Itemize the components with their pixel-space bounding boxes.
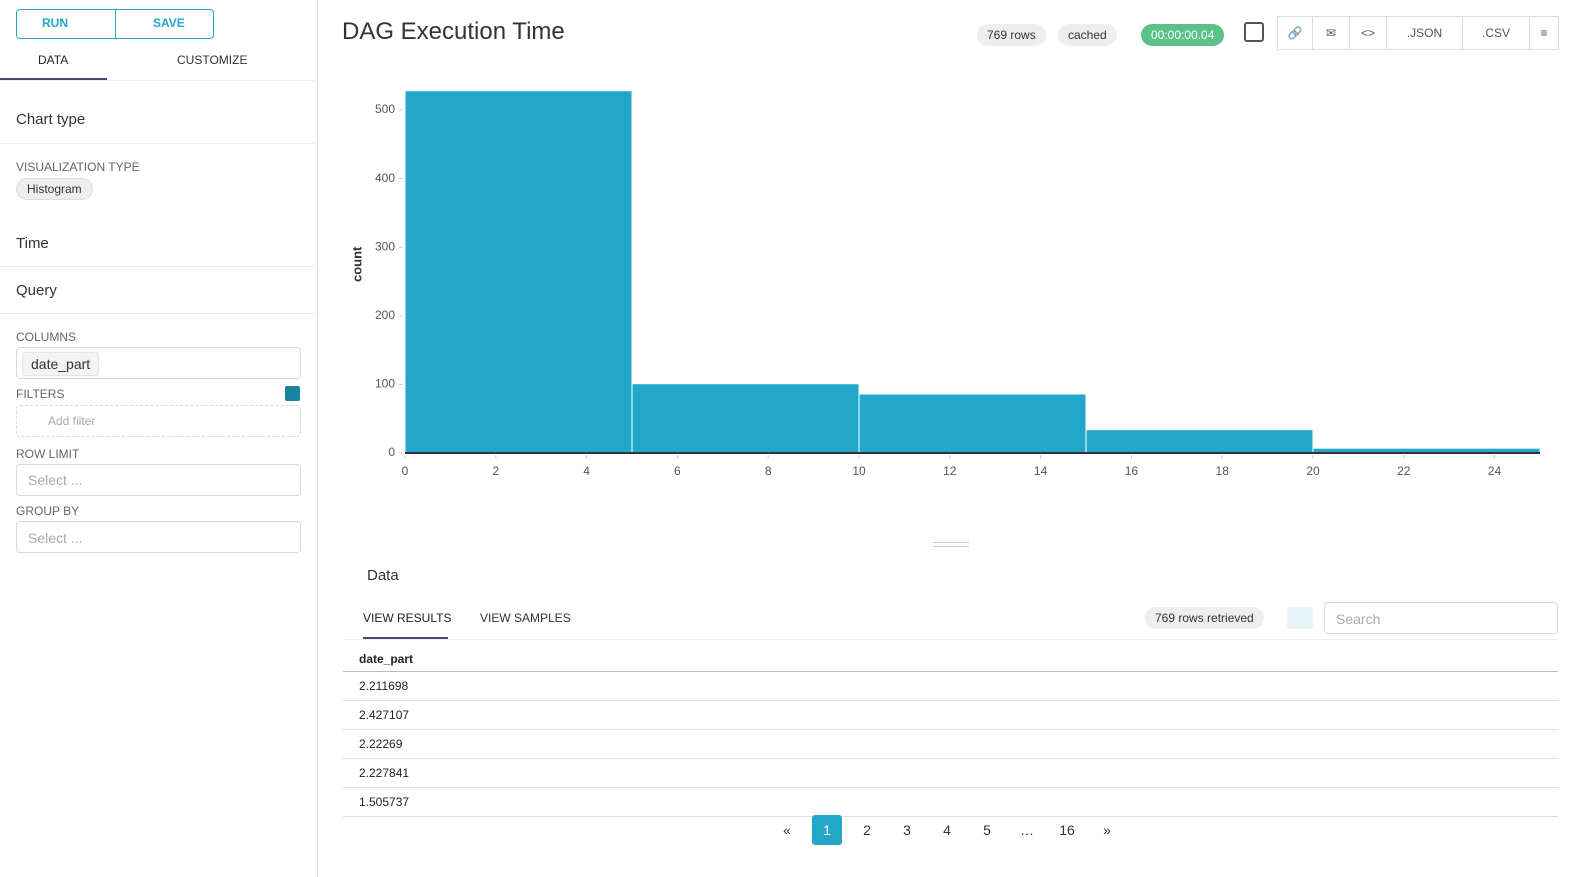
table-cell: 1.505737 (359, 795, 410, 809)
duration: 00:00:00.04 (1141, 24, 1225, 46)
table-row: 2.211698 (343, 672, 1558, 701)
page-link[interactable]: 16 (1059, 822, 1075, 838)
page-link[interactable]: 4 (943, 822, 951, 838)
x-tick-label: 12 (943, 464, 957, 478)
divider (343, 639, 1558, 640)
page-link[interactable]: « (783, 822, 791, 838)
section-title[interactable]: Time (16, 235, 49, 252)
field-label: FILTERS (16, 387, 65, 401)
page-link[interactable]: 2 (863, 822, 871, 838)
placeholder: Select ... (28, 530, 83, 546)
tab-indicator (363, 637, 448, 639)
bar (631, 383, 860, 454)
bar (404, 90, 633, 454)
table-cell: 2.211698 (359, 679, 409, 693)
field-label: COLUMNS (16, 330, 77, 344)
viz-type[interactable]: Histogram (16, 178, 93, 200)
select[interactable] (16, 347, 301, 379)
select[interactable] (16, 521, 301, 553)
divider (0, 313, 317, 314)
run-button[interactable]: RUN (42, 16, 68, 30)
page-link[interactable]: 3 (903, 822, 911, 838)
x-tick-label: 0 (402, 464, 409, 478)
table-row: 2.22269 (343, 730, 1558, 759)
y-tick-label: 500 (375, 102, 395, 116)
placeholder: Select ... (28, 472, 83, 488)
x-tick-label: 18 (1216, 464, 1230, 478)
panel-title[interactable]: Data (367, 567, 399, 584)
json-button[interactable]: .JSON (1386, 16, 1463, 50)
menu-button[interactable]: ≡ (1529, 16, 1559, 50)
tab[interactable]: VIEW RESULTS (363, 611, 452, 625)
x-tick-label: 6 (674, 464, 681, 478)
field-label: GROUP BY (16, 504, 80, 518)
column-header[interactable]: date_part (359, 652, 414, 666)
tab[interactable]: CUSTOMIZE (177, 53, 248, 67)
pagination: « 1 2 3 4 5 … 16 » (772, 815, 1122, 845)
email-button[interactable]: ✉ (1312, 16, 1350, 50)
placeholder: Search (1336, 611, 1381, 627)
divider (343, 671, 1558, 672)
divider (0, 143, 317, 144)
table-body: 2.211698 2.427107 2.22269 2.227841 1.505737 (343, 672, 1558, 817)
table-row: 1.505737 (343, 788, 1558, 817)
bar (858, 393, 1087, 454)
y-tick-label: 400 (375, 171, 395, 185)
page-link[interactable]: 5 (983, 822, 991, 838)
y-tick-label: 300 (375, 239, 395, 253)
page-link[interactable]: 1 (812, 815, 842, 845)
section-title[interactable]: Query (16, 282, 57, 299)
x-tick-label: 24 (1488, 464, 1502, 478)
table-cell: 2.227841 (359, 766, 410, 780)
link-button[interactable]: 🔗 (1277, 16, 1313, 50)
table-cell: 2.22269 (359, 737, 403, 751)
select[interactable] (16, 464, 301, 496)
x-tick-label: 4 (583, 464, 590, 478)
cached[interactable]: cached (1058, 24, 1117, 46)
calendar-icon[interactable] (1244, 22, 1264, 42)
page-link[interactable]: » (1103, 822, 1111, 838)
tab-indicator (0, 78, 107, 80)
x-tick-label: 14 (1034, 464, 1048, 478)
sidebar: RUN SAVE DATA CUSTOMIZE Chart type VISUA… (0, 0, 318, 877)
add-button[interactable] (285, 386, 300, 401)
csv-button[interactable]: .CSV (1462, 16, 1530, 50)
x-tick-label: 10 (852, 464, 866, 478)
x-tick-label: 22 (1397, 464, 1411, 478)
chart-title: DAG Execution Time (342, 18, 565, 45)
bar (1085, 429, 1314, 454)
search-box[interactable] (1324, 602, 1558, 634)
field-label: ROW LIMIT (16, 447, 80, 461)
table-row: 2.227841 (343, 759, 1558, 788)
table-row: 2.427107 (343, 701, 1558, 730)
tab[interactable]: DATA (38, 53, 69, 67)
page-link[interactable]: … (1020, 822, 1034, 838)
row-count: 769 rows (977, 24, 1046, 46)
table-cell: 2.427107 (359, 708, 410, 722)
x-tick-label: 8 (765, 464, 772, 478)
x-tick-label: 20 (1306, 464, 1320, 478)
add-filter[interactable]: Add filter (48, 414, 96, 428)
column-tag[interactable]: date_part (22, 352, 100, 376)
filter-box[interactable] (16, 405, 301, 437)
divider (115, 9, 116, 39)
field-label: VISUALIZATION TYPE (16, 160, 140, 174)
copy-button[interactable] (1287, 607, 1313, 629)
resize-handle[interactable] (933, 542, 969, 547)
y-tick-label: 0 (388, 445, 395, 459)
embed-button[interactable]: <> (1349, 16, 1387, 50)
x-tick-label: 16 (1125, 464, 1139, 478)
divider (0, 80, 317, 81)
x-tick-label: 2 (492, 464, 499, 478)
y-axis-label: count (349, 246, 364, 282)
rows-retrieved: 769 rows retrieved (1145, 607, 1264, 629)
y-tick-label: 200 (375, 308, 395, 322)
section-title[interactable]: Chart type (16, 111, 86, 128)
save-button[interactable]: SAVE (153, 16, 185, 30)
divider (0, 266, 317, 267)
tab[interactable]: VIEW SAMPLES (480, 611, 571, 625)
y-tick-label: 100 (375, 377, 395, 391)
